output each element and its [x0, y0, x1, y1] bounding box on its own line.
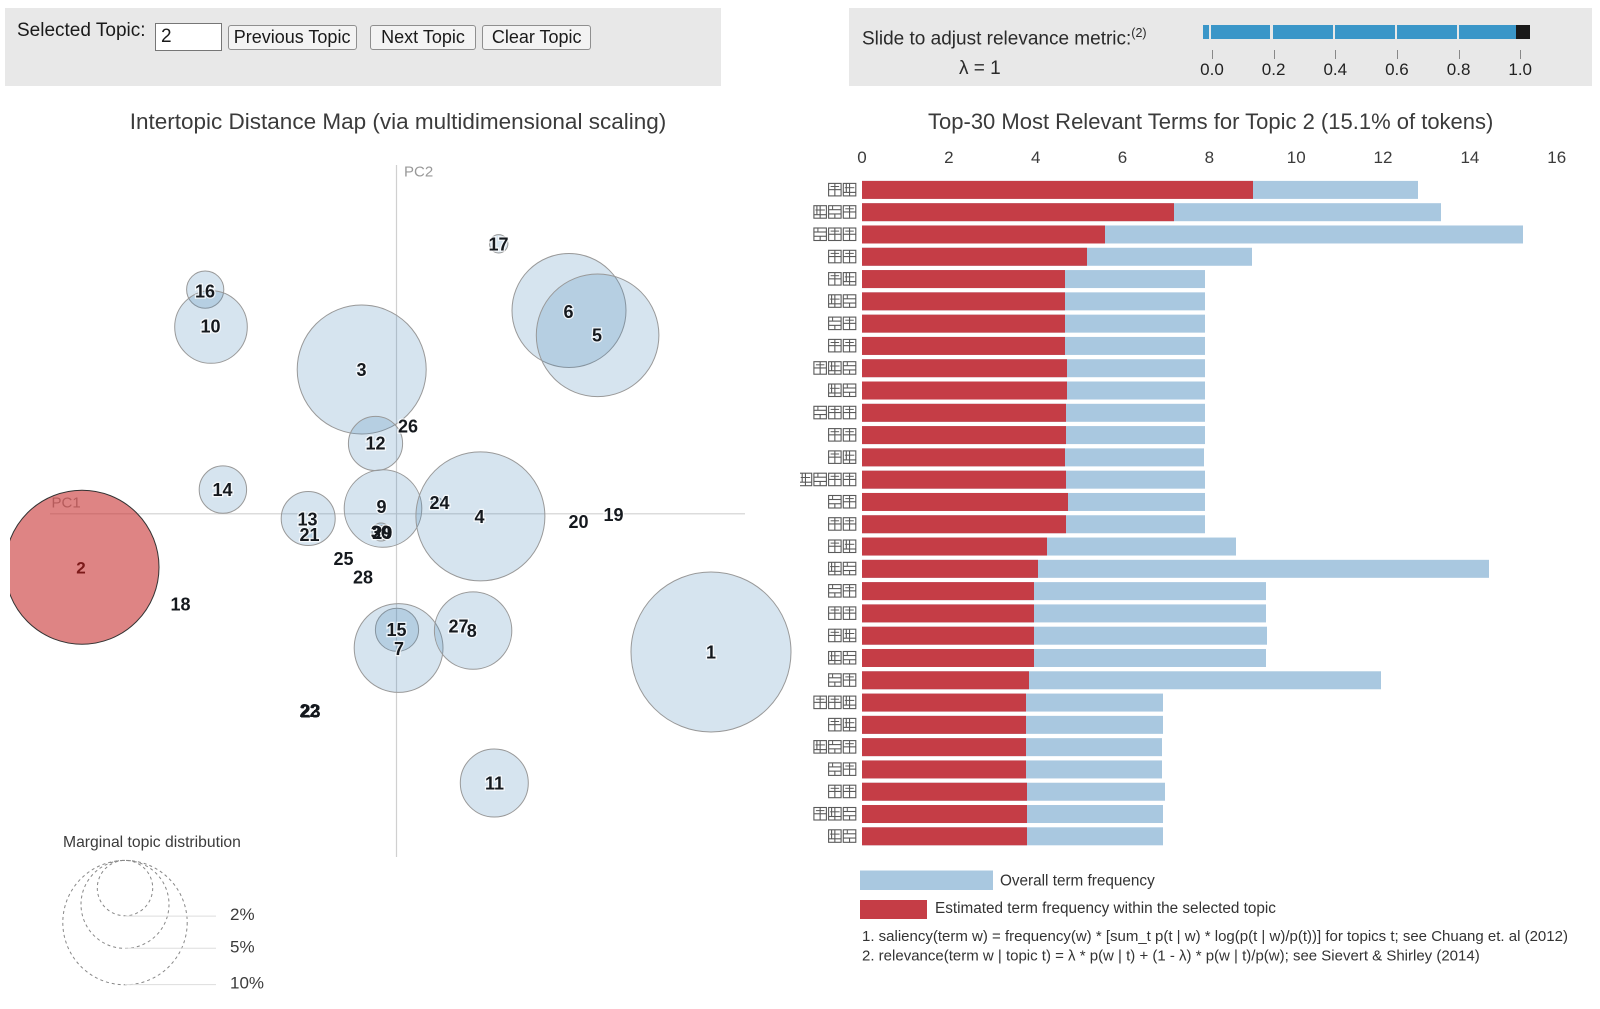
svg-text:15: 15	[386, 620, 406, 640]
svg-text:5: 5	[592, 325, 602, 345]
svg-text:22: 22	[299, 701, 319, 721]
svg-text:21: 21	[299, 525, 319, 545]
svg-text:2: 2	[76, 558, 85, 577]
svg-text:10: 10	[200, 316, 220, 336]
svg-text:12: 12	[365, 433, 385, 453]
svg-text:18: 18	[170, 594, 190, 614]
svg-text:22: 22	[299, 701, 319, 721]
svg-text:4: 4	[474, 507, 484, 527]
svg-text:12: 12	[1374, 148, 1393, 167]
svg-text:Overall term frequency: Overall term frequency	[1000, 873, 1155, 890]
svg-text:25: 25	[333, 549, 353, 569]
svg-text:28: 28	[353, 567, 373, 587]
svg-text:10%: 10%	[230, 974, 264, 993]
svg-text:2. relevance(term w | topic t): 2. relevance(term w | topic t) = λ * p(w…	[862, 948, 1480, 965]
svg-text:PC2: PC2	[404, 164, 433, 181]
svg-text:4: 4	[1031, 148, 1040, 167]
svg-text:1. saliency(term w) = frequenc: 1. saliency(term w) = frequency(w) * [su…	[862, 928, 1568, 945]
svg-text:Intertopic Distance Map (via m: Intertopic Distance Map (via multidimens…	[130, 109, 666, 134]
svg-text:7: 7	[394, 639, 404, 659]
svg-text:14: 14	[212, 480, 232, 500]
svg-text:14: 14	[1460, 148, 1479, 167]
svg-text:1: 1	[706, 642, 716, 662]
svg-text:0: 0	[857, 148, 866, 167]
svg-text:8: 8	[467, 621, 477, 641]
svg-text:20: 20	[568, 512, 588, 532]
svg-text:3: 3	[356, 360, 366, 380]
svg-text:9: 9	[376, 497, 386, 517]
svg-text:19: 19	[603, 505, 623, 525]
svg-text:8: 8	[1205, 148, 1214, 167]
svg-text:16: 16	[1547, 148, 1566, 167]
svg-text:16: 16	[195, 281, 215, 301]
svg-text:17: 17	[488, 234, 508, 254]
svg-text:Marginal topic distribution: Marginal topic distribution	[63, 834, 241, 851]
svg-text:6: 6	[563, 302, 573, 322]
svg-text:29: 29	[372, 523, 392, 543]
svg-text:5%: 5%	[230, 937, 255, 956]
svg-text:Estimated term frequency withi: Estimated term frequency within the sele…	[935, 900, 1276, 917]
svg-text:26: 26	[398, 416, 418, 436]
svg-text:2: 2	[944, 148, 953, 167]
svg-text:24: 24	[429, 493, 449, 513]
svg-text:30: 30	[371, 522, 391, 542]
svg-text:11: 11	[485, 773, 504, 793]
svg-text:30: 30	[371, 522, 391, 542]
svg-text:23: 23	[300, 701, 320, 721]
svg-text:2%: 2%	[230, 905, 255, 924]
svg-text:27: 27	[448, 616, 468, 636]
svg-text:13: 13	[297, 509, 317, 529]
svg-text:29: 29	[372, 523, 392, 543]
svg-text:Top-30 Most Relevant Terms for: Top-30 Most Relevant Terms for Topic 2 (…	[928, 109, 1493, 134]
svg-text:23: 23	[300, 701, 320, 721]
svg-text:6: 6	[1118, 148, 1127, 167]
svg-text:10: 10	[1287, 148, 1306, 167]
